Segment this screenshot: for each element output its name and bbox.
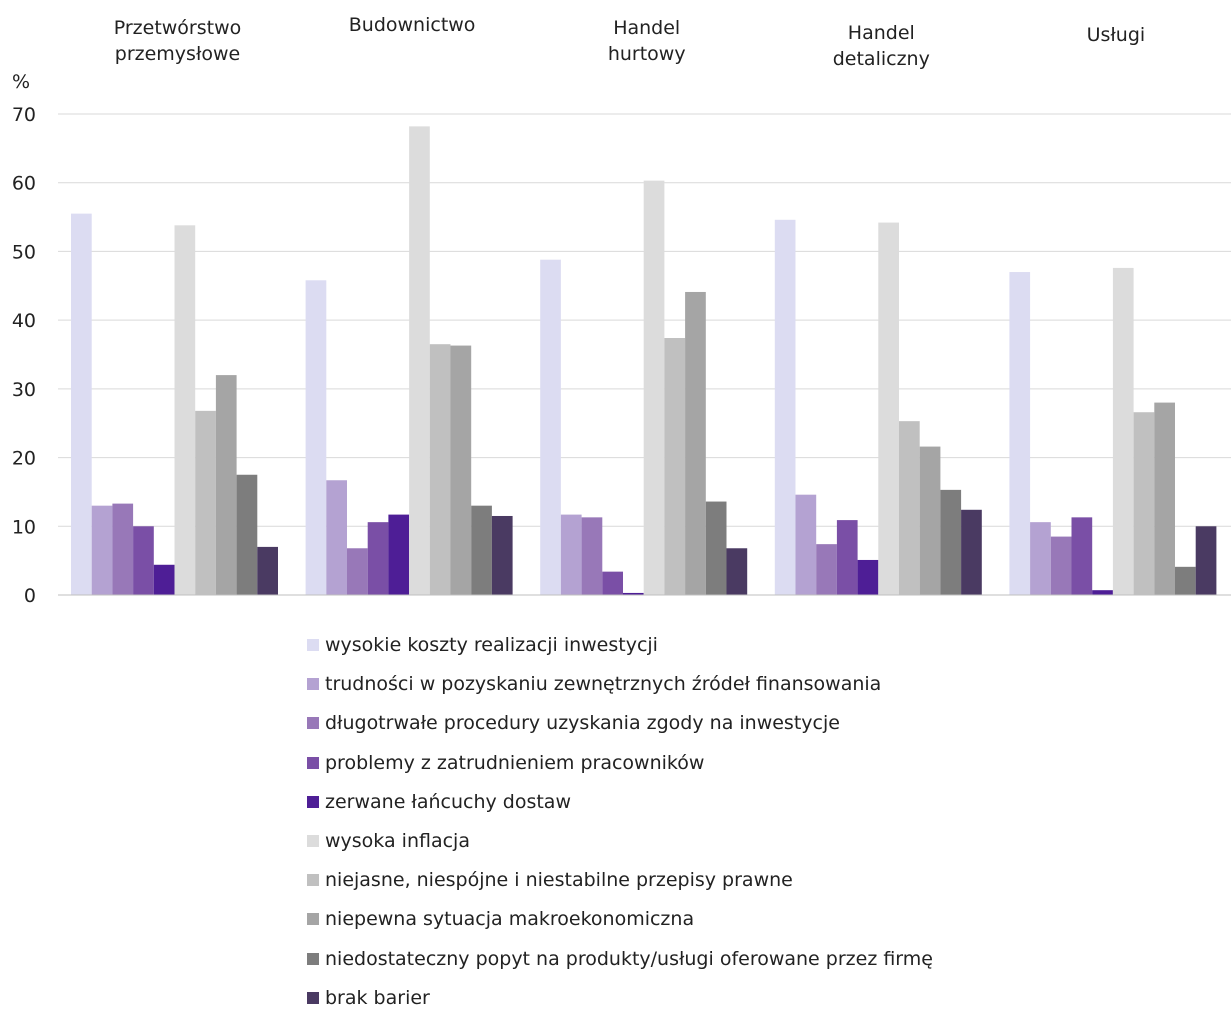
y-axis-unit-label: % — [12, 71, 30, 93]
legend-item: niedostateczny popyt na produkty/usługi … — [307, 946, 933, 985]
bar — [429, 344, 451, 595]
legend-swatch — [307, 952, 319, 965]
legend-label: brak barier — [325, 986, 430, 1009]
bar — [174, 225, 196, 595]
bar — [560, 514, 582, 595]
bar — [257, 546, 278, 595]
category-label: Usługi — [1087, 24, 1146, 46]
bar — [1195, 526, 1217, 595]
bar — [215, 375, 237, 595]
bar — [388, 514, 410, 595]
legend-label: wysoka inflacja — [325, 829, 470, 852]
bar — [471, 505, 492, 595]
bar — [133, 526, 154, 595]
bar — [643, 180, 665, 595]
bar — [153, 564, 175, 595]
legend-swatch — [307, 874, 319, 887]
legend-label: trudności w pozyskaniu zewnętrznych źród… — [325, 673, 882, 696]
legend-item: wysoka inflacja — [307, 828, 933, 867]
legend-swatch — [307, 991, 319, 1004]
bar — [602, 571, 623, 595]
bar — [91, 505, 113, 595]
legend: wysokie koszty realizacji inwestycji trud… — [307, 632, 933, 1024]
legend-item: brak barier — [307, 985, 933, 1024]
bar — [1050, 536, 1072, 595]
bar — [836, 520, 858, 595]
legend-label: niepewna sytuacja makroekonomiczna — [325, 908, 695, 931]
y-tick-label: 40 — [12, 310, 36, 332]
legend-swatch — [307, 834, 319, 847]
bar — [795, 494, 817, 595]
legend-label: zerwane łańcuchy dostaw — [325, 790, 571, 813]
bar — [367, 522, 389, 595]
category-label: Handel detaliczny — [833, 22, 930, 70]
legend-label: wysokie koszty realizacji inwestycji — [325, 634, 658, 656]
legend-swatch — [307, 913, 319, 926]
category-label: Budownictwo — [349, 14, 476, 36]
bar — [1092, 590, 1113, 595]
bar — [1030, 522, 1051, 595]
bar — [878, 222, 899, 595]
bar — [326, 480, 347, 595]
legend-swatch — [307, 678, 319, 691]
y-tick-label: 10 — [12, 516, 36, 538]
legend-item: wysokie koszty realizacji inwestycji — [307, 632, 933, 671]
y-tick-label: 20 — [12, 448, 36, 470]
bar — [919, 446, 941, 595]
bar — [961, 509, 982, 595]
bar — [540, 259, 561, 595]
legend-swatch — [307, 795, 319, 808]
bar — [450, 345, 472, 595]
bar — [1175, 566, 1196, 595]
bar — [816, 544, 837, 595]
bar — [1112, 267, 1134, 595]
category-label: Handel hurtowy — [608, 17, 686, 65]
bar — [347, 548, 368, 595]
legend-label: długotrwałe procedury uzyskania zgody na… — [325, 712, 840, 735]
bar — [705, 501, 727, 595]
legend-label: niejasne, niespójne i niestabilne przepi… — [325, 869, 793, 892]
bar — [726, 548, 748, 595]
legend-item: długotrwałe procedury uzyskania zgody na… — [307, 710, 933, 749]
legend-swatch — [307, 756, 319, 769]
legend-item: niejasne, niespójne i niestabilne przepi… — [307, 867, 933, 906]
legend-item: niepewna sytuacja makroekonomiczna — [307, 906, 933, 945]
bar — [1133, 412, 1155, 595]
bar — [1009, 272, 1031, 595]
bar — [774, 219, 796, 595]
bar — [581, 517, 603, 595]
category-labels: Przetwórstwo przemysłowe Budownictwo Handel… — [114, 14, 1145, 70]
y-axis-ticks: 0 10 20 30 40 50 60 70 — [12, 104, 36, 607]
bar — [685, 291, 706, 595]
y-tick-label: 0 — [24, 585, 36, 607]
bar — [305, 280, 327, 595]
legend-label: niedostateczny popyt na produkty/usługi … — [325, 947, 933, 970]
bar — [899, 421, 920, 595]
bars — [71, 126, 1217, 596]
legend-item: trudności w pozyskaniu zewnętrznych źród… — [307, 671, 933, 710]
legend-item: problemy z zatrudnieniem pracowników — [307, 750, 933, 789]
bar — [940, 489, 962, 595]
legend-swatch — [307, 717, 319, 730]
bar — [71, 213, 92, 595]
bar-chart: 0 10 20 30 40 50 60 70 % Przetwórstwo przemysłow… — [12, 14, 1231, 607]
bar — [409, 126, 430, 596]
bar — [195, 410, 216, 595]
y-tick-label: 50 — [12, 241, 36, 263]
bar — [857, 559, 879, 595]
bar — [491, 515, 513, 595]
legend-swatch — [307, 639, 319, 651]
bar — [1071, 517, 1093, 595]
bar — [1154, 402, 1175, 595]
bar — [623, 592, 644, 595]
bar — [664, 338, 686, 595]
y-tick-label: 30 — [12, 379, 36, 401]
bar — [112, 503, 134, 595]
legend-label: problemy z zatrudnieniem pracowników — [325, 751, 705, 774]
y-tick-label: 60 — [12, 173, 36, 195]
category-label: Przetwórstwo przemysłowe — [114, 17, 242, 65]
legend-item: zerwane łańcuchy dostaw — [307, 789, 933, 828]
bar — [236, 474, 258, 595]
y-tick-label: 70 — [12, 104, 36, 126]
